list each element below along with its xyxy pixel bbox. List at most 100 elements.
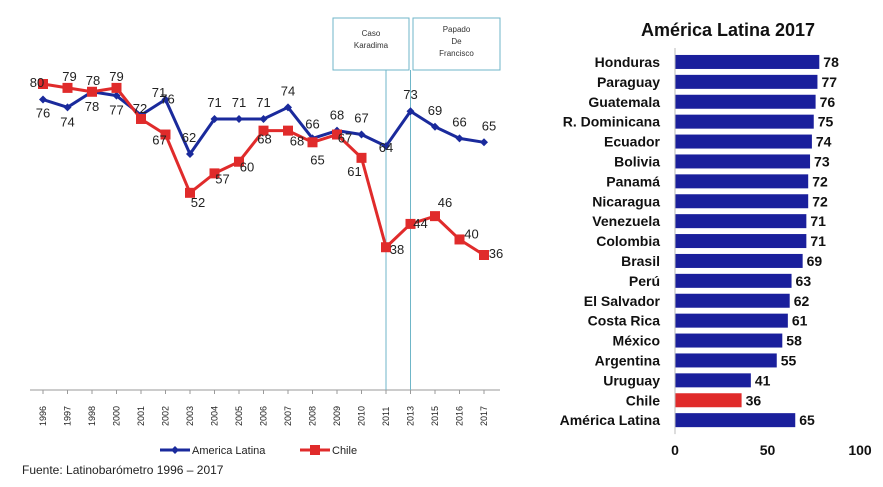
bar [675, 154, 811, 169]
x-tick-label: 50 [760, 442, 776, 458]
data-label: 66 [452, 114, 466, 129]
category-label: Ecuador [604, 134, 661, 150]
data-label: 46 [438, 195, 452, 210]
x-tick-label: 1998 [87, 406, 97, 426]
data-label: 69 [428, 103, 442, 118]
data-label: 67 [338, 131, 352, 146]
x-tick-label: 2005 [234, 406, 244, 426]
data-point [283, 125, 293, 136]
legend-marker-chile [310, 445, 320, 455]
x-tick-label: 2010 [357, 406, 367, 426]
category-label: R. Dominicana [563, 114, 660, 130]
line-chart: 1996 1997 1998 2000 2001 2002 2003 2004 2005 2006… [30, 17, 503, 457]
data-point [332, 129, 342, 140]
data-label: 74 [281, 83, 295, 98]
category-label: Bolivia [614, 153, 660, 169]
value-label: 78 [823, 54, 839, 70]
value-label: 72 [812, 193, 828, 209]
data-point [186, 149, 194, 158]
bar [675, 94, 816, 109]
legend-label-chile: Chile [332, 445, 357, 457]
event-label: Papado [443, 25, 471, 34]
data-label: 67 [152, 133, 166, 148]
data-point [234, 156, 244, 167]
value-label: 36 [746, 392, 762, 408]
value-label: 76 [820, 94, 836, 110]
bar-chart-title: América Latina 2017 [641, 20, 815, 40]
event-box [332, 17, 410, 71]
x-tick-label: 2017 [479, 406, 489, 426]
source-note: Fuente: Latinobarómetro 1996 – 2017 [22, 463, 224, 477]
value-label: 74 [816, 134, 832, 150]
value-label: 61 [792, 313, 808, 329]
data-point [430, 211, 440, 222]
data-label: 36 [489, 246, 503, 261]
data-point [284, 103, 292, 112]
value-label: 73 [814, 153, 830, 169]
data-label: 77 [109, 103, 123, 118]
data-label: 79 [109, 69, 123, 84]
x-tick-label: 2015 [430, 406, 440, 426]
bar [675, 174, 809, 189]
bar [675, 413, 796, 428]
data-label: 72 [133, 101, 147, 116]
data-point [405, 218, 416, 229]
category-label: Argentina [595, 352, 661, 368]
category-label: Costa Rica [588, 313, 661, 329]
value-label: 71 [810, 213, 826, 229]
bar [675, 373, 751, 388]
x-tick-label: 1997 [63, 406, 73, 426]
data-label: 57 [215, 171, 229, 186]
data-point [185, 187, 195, 198]
x-tick-label: 2006 [259, 406, 269, 426]
data-label: 66 [305, 116, 319, 131]
data-label: 80 [30, 75, 44, 90]
bar [675, 214, 807, 229]
category-label: Perú [629, 273, 660, 289]
data-point [455, 134, 464, 143]
bar [675, 353, 777, 368]
data-point [160, 129, 171, 140]
bar [675, 54, 820, 69]
category-label: Brasil [621, 253, 660, 269]
data-label: 65 [310, 152, 324, 167]
category-label: Chile [626, 392, 660, 408]
data-point [87, 86, 97, 97]
legend-marker-latam [171, 446, 179, 454]
data-point [480, 138, 488, 147]
data-point [63, 103, 72, 112]
data-point [454, 234, 465, 245]
data-label: 71 [207, 95, 221, 110]
bar [675, 194, 809, 209]
category-label: Venezuela [592, 213, 660, 229]
x-tick-label: 2003 [185, 406, 195, 426]
data-label: 68 [290, 134, 304, 149]
data-point [382, 142, 390, 151]
data-point [479, 250, 489, 260]
data-point [210, 114, 219, 123]
data-label: 68 [330, 108, 344, 123]
data-label: 65 [482, 118, 496, 133]
x-tick-label: 2004 [210, 406, 220, 426]
data-point [112, 91, 121, 100]
data-label: 67 [354, 111, 368, 126]
bar [675, 234, 807, 249]
data-label: 74 [60, 114, 74, 129]
data-label: 60 [240, 160, 254, 175]
data-point [258, 125, 269, 136]
bar [675, 134, 812, 149]
data-point [381, 242, 391, 253]
category-label: América Latina [560, 412, 661, 428]
data-point [209, 168, 220, 179]
data-point [136, 113, 146, 124]
value-label: 41 [755, 372, 771, 388]
data-label: 79 [62, 69, 76, 84]
data-point [62, 82, 73, 93]
x-tick-label: 2007 [283, 406, 293, 426]
category-label: Panamá [606, 173, 660, 189]
x-tick-label: 1996 [38, 406, 48, 426]
x-tick-label: 100 [848, 442, 872, 458]
x-tick-label: 2016 [455, 406, 465, 426]
category-label: México [613, 333, 660, 349]
